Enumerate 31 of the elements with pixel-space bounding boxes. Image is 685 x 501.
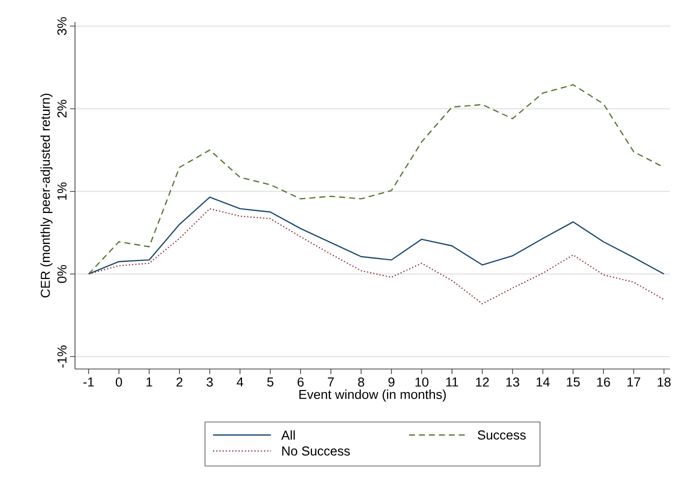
y-tick-label: 2% (57, 100, 66, 118)
legend-label: Success (478, 430, 526, 440)
y-tick-label: -1% (57, 346, 66, 368)
x-axis-title: Event window (in months) (299, 390, 446, 402)
x-tick-label: 16 (597, 377, 610, 387)
legend-label: No Success (282, 446, 350, 456)
x-tick-label: 14 (536, 378, 550, 386)
x-tick-label: 0 (116, 377, 122, 387)
y-axis-title: CER (monthly peer-adjusted return) (40, 94, 52, 298)
x-tick-label: 4 (236, 378, 244, 386)
x-tick-label: 17 (627, 378, 640, 386)
x-tick-label: 11 (446, 378, 458, 386)
x-tick-label: 8 (358, 377, 364, 387)
x-tick-label: 18 (658, 377, 671, 387)
x-tick-label: 3 (206, 377, 213, 387)
x-tick-label: 13 (506, 377, 520, 387)
legend-label: All (281, 430, 295, 440)
x-tick-label: 7 (328, 378, 334, 386)
x-tick-label: 10 (415, 377, 428, 387)
y-tick-label: 0% (57, 265, 66, 283)
y-tick-label: 3% (57, 17, 66, 35)
x-tick-label: 5 (267, 378, 274, 387)
x-tick-label: 2 (176, 377, 182, 387)
x-tick-label: 9 (388, 377, 394, 387)
x-tick-label: -1 (83, 378, 94, 386)
x-tick-label: 1 (146, 378, 152, 386)
y-tick-label: 1% (57, 182, 66, 200)
x-tick-label: 12 (476, 377, 489, 387)
line-series (88, 208, 665, 304)
x-tick-label: 6 (298, 377, 304, 387)
x-tick-label: 15 (566, 378, 580, 387)
